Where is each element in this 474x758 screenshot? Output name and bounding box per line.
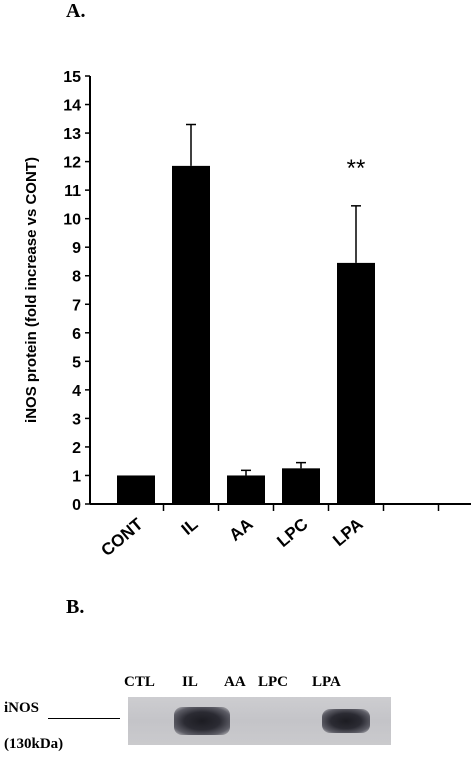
y-axis-label: iNOS protein (fold increase vs CONT) [23,157,40,423]
x-tick-label-il: IL [178,515,202,539]
x-tick-label-lpc: LPC [273,515,311,551]
y-tick-label: 10 [63,212,81,229]
y-tick-label: 4 [72,383,81,400]
panel-a-label: A. [66,0,86,22]
axes [89,76,471,505]
x-tick-label-cont: CONT [97,514,147,560]
bar-lpc [282,468,320,504]
blot-band-lpa [322,709,370,733]
bar-lpa [337,262,375,504]
blot-lane-lpa: LPA [312,674,341,690]
bars [117,165,375,504]
y-tick-label: 0 [72,497,81,514]
y-tick-label: 2 [72,440,81,457]
y-tick-label: 11 [64,183,81,200]
y-tick-label: 6 [72,326,81,343]
y-tick-label: 8 [72,269,81,286]
y-tick-label: 5 [72,354,81,371]
y-tick-label: 13 [63,126,81,143]
significance-annotation: ** [347,155,366,182]
y-tick-label: 7 [72,297,81,314]
y-tick-label: 12 [63,155,81,172]
y-tick-label: 1 [72,468,81,485]
x-tick-label-aa: AA [226,515,257,545]
bar-cont [117,475,155,504]
error-bars [186,123,361,476]
blot-lane-ctl: CTL [124,674,155,690]
x-axis-ticks: CONT IL AA LPC LPA [97,504,440,560]
blot-lane-il: IL [182,674,198,690]
y-tick-label: 9 [72,240,81,257]
bar-il [172,165,210,504]
bar-aa [227,475,265,504]
y-tick-label: 15 [63,69,81,86]
y-tick-label: 14 [63,98,81,115]
size-marker-line [48,718,120,719]
western-blot-image [128,697,391,745]
panel-b-label: B. [66,596,85,618]
blot-protein-label: iNOS [4,700,40,716]
x-tick-label-lpa: LPA [329,515,366,551]
blot-lane-aa: AA [224,674,246,690]
blot-size-label: (130kDa) [4,736,64,752]
blot-lane-lpc: LPC [258,674,288,690]
blot-band-il [174,707,230,735]
y-tick-label: 3 [72,411,81,428]
